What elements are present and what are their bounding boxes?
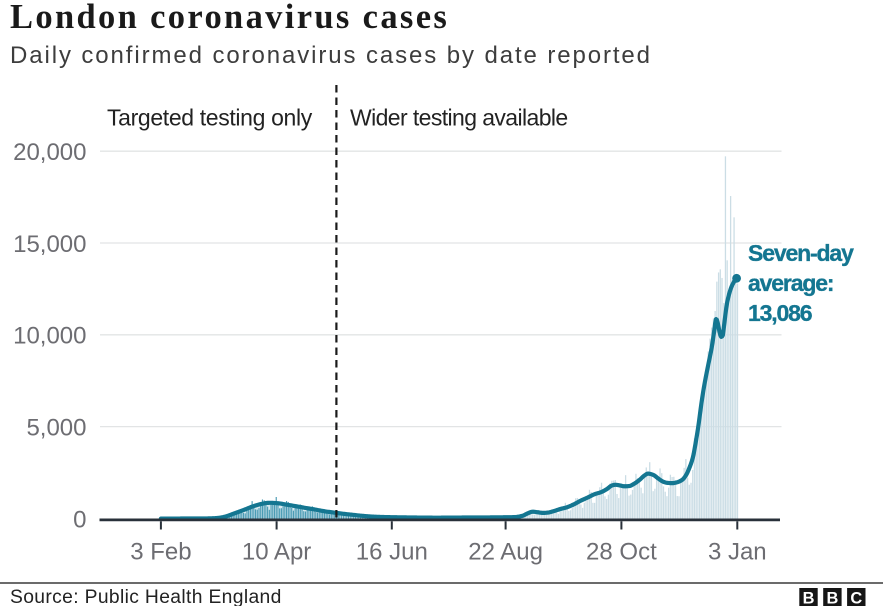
svg-text:28 Oct: 28 Oct <box>586 539 657 566</box>
svg-text:average:: average: <box>748 270 833 296</box>
svg-text:20,000: 20,000 <box>13 139 86 166</box>
svg-text:5,000: 5,000 <box>26 415 86 442</box>
svg-text:16 Jun: 16 Jun <box>356 539 428 566</box>
svg-text:Wider testing available: Wider testing available <box>350 105 568 131</box>
svg-text:0: 0 <box>73 507 86 534</box>
svg-text:3 Feb: 3 Feb <box>130 539 191 566</box>
svg-text:10 Apr: 10 Apr <box>242 539 311 566</box>
svg-text:Daily confirmed coronavirus ca: Daily confirmed coronavirus cases by dat… <box>10 42 652 69</box>
svg-text:10,000: 10,000 <box>13 323 86 350</box>
svg-text:Targeted testing only: Targeted testing only <box>107 105 313 131</box>
svg-text:22 Aug: 22 Aug <box>468 539 543 566</box>
svg-text:13,086: 13,086 <box>748 300 812 326</box>
svg-text:C: C <box>850 590 862 606</box>
svg-text:3 Jan: 3 Jan <box>708 539 767 566</box>
svg-text:Seven-day: Seven-day <box>748 240 854 266</box>
svg-text:15,000: 15,000 <box>13 231 86 258</box>
svg-text:London coronavirus cases: London coronavirus cases <box>10 0 449 36</box>
svg-text:B: B <box>803 590 815 606</box>
svg-text:B: B <box>826 590 838 606</box>
svg-text:Source: Public Health England: Source: Public Health England <box>10 587 282 606</box>
